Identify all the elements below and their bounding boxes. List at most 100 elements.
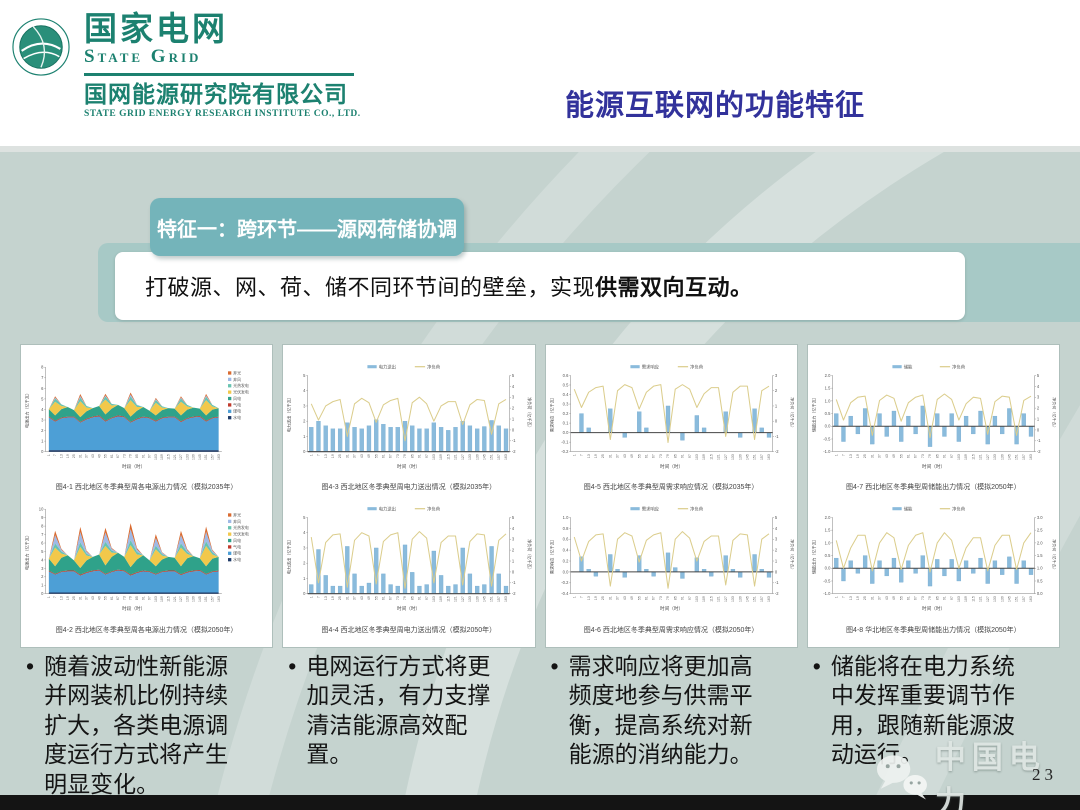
svg-text:0.0: 0.0 xyxy=(824,423,830,428)
bullet-text: 储能将在电力系统中发挥重要调节作用，跟随新能源波动运行。 xyxy=(830,653,1015,768)
logo-divider xyxy=(84,72,354,76)
svg-text:109: 109 xyxy=(964,454,968,460)
svg-text:109: 109 xyxy=(439,454,443,460)
svg-text:121: 121 xyxy=(978,596,982,602)
svg-text:净负荷: 净负荷 xyxy=(690,363,704,370)
svg-text:5: 5 xyxy=(303,515,306,520)
svg-text:127: 127 xyxy=(461,454,465,460)
svg-text:1.0: 1.0 xyxy=(824,398,830,403)
svg-text:61: 61 xyxy=(110,596,114,600)
svg-text:2: 2 xyxy=(512,548,515,553)
svg-text:0.5: 0.5 xyxy=(824,411,830,416)
svg-text:水电: 水电 xyxy=(233,557,241,562)
svg-text:151: 151 xyxy=(490,454,494,460)
svg-text:净负荷（亿千瓦）: 净负荷（亿千瓦） xyxy=(527,397,531,430)
svg-text:61: 61 xyxy=(382,596,386,600)
svg-text:1: 1 xyxy=(774,403,777,408)
svg-text:61: 61 xyxy=(644,596,648,600)
svg-text:5: 5 xyxy=(512,373,515,378)
bullet-text: 电网运行方式将更加灵活，有力支撑清洁能源高效配置。 xyxy=(306,653,491,768)
chart-block: -0.4 -0.2 0.0 0.2 0.4 0.6 0.8 1.0 -2 -1 0 1 2 3 4 5 1 7 13… xyxy=(549,502,794,635)
svg-text:55: 55 xyxy=(899,596,903,600)
svg-text:1: 1 xyxy=(41,438,44,443)
bullet-text: 需求响应将更加高频度地参与供需平衡，提高系统对新能源的消纳能力。 xyxy=(568,653,753,768)
svg-text:储能出力（亿千瓦）: 储能出力（亿千瓦） xyxy=(811,537,817,574)
svg-text:85: 85 xyxy=(935,454,939,458)
svg-text:4: 4 xyxy=(303,388,306,393)
svg-text:19: 19 xyxy=(594,596,598,600)
svg-text:-1: -1 xyxy=(512,581,516,586)
svg-text:气电: 气电 xyxy=(233,402,241,407)
svg-text:1.0: 1.0 xyxy=(562,515,568,520)
svg-text:133: 133 xyxy=(468,454,472,460)
svg-text:净负荷（亿千瓦）: 净负荷（亿千瓦） xyxy=(1052,539,1056,572)
svg-text:0: 0 xyxy=(512,427,515,432)
svg-text:55: 55 xyxy=(375,454,379,458)
svg-text:67: 67 xyxy=(116,454,120,458)
svg-text:133: 133 xyxy=(185,596,189,602)
svg-text:需求响应（亿千瓦）: 需求响应（亿千瓦） xyxy=(549,537,555,574)
svg-text:7: 7 xyxy=(41,532,44,537)
svg-text:25: 25 xyxy=(338,454,342,458)
svg-text:85: 85 xyxy=(411,454,415,458)
svg-text:13: 13 xyxy=(60,596,64,600)
svg-text:43: 43 xyxy=(360,454,364,458)
svg-text:光伏发电: 光伏发电 xyxy=(233,532,249,537)
bullet-item-grid: • 电网运行方式将更加灵活，有力支撑清洁能源高效配置。 xyxy=(282,652,535,795)
svg-text:67: 67 xyxy=(913,454,917,458)
page-title: 能源互联网的功能特征 xyxy=(565,90,866,122)
svg-text:0: 0 xyxy=(41,591,44,596)
bullet-item-source: • 随着波动性新能源并网装机比例持续扩大，各类电源调度运行方式将产生明显变化。 xyxy=(20,652,273,795)
svg-text:0.2: 0.2 xyxy=(562,411,568,416)
svg-text:115: 115 xyxy=(709,596,713,602)
svg-text:61: 61 xyxy=(906,454,910,458)
svg-text:-1: -1 xyxy=(512,438,516,443)
svg-text:91: 91 xyxy=(141,454,145,458)
svg-text:3: 3 xyxy=(303,403,306,408)
svg-text:115: 115 xyxy=(447,596,451,602)
svg-text:2: 2 xyxy=(303,418,306,423)
svg-text:3: 3 xyxy=(41,417,44,422)
svg-text:2: 2 xyxy=(303,561,306,566)
state-grid-logo: 国家电网 State Grid 国网能源研究院有限公司 STATE GRID E… xyxy=(12,11,361,119)
svg-text:9: 9 xyxy=(41,515,44,520)
svg-text:-0.5: -0.5 xyxy=(823,579,831,584)
svg-text:2: 2 xyxy=(1037,405,1040,410)
svg-text:79: 79 xyxy=(928,596,932,600)
svg-text:145: 145 xyxy=(745,454,749,460)
slide-body: 打破源、网、荷、储不同环节间的壁垒，实现 供需双向互动。 特征一：跨环节——源网荷… xyxy=(0,152,1080,795)
svg-text:31: 31 xyxy=(870,454,874,458)
svg-text:净负荷（亿千瓦）: 净负荷（亿千瓦） xyxy=(1052,397,1056,430)
svg-text:1: 1 xyxy=(1037,416,1040,421)
svg-text:49: 49 xyxy=(630,596,634,600)
svg-text:121: 121 xyxy=(173,596,177,602)
svg-text:3: 3 xyxy=(774,537,777,542)
svg-text:7: 7 xyxy=(53,596,57,598)
svg-text:163: 163 xyxy=(217,596,221,602)
svg-text:49: 49 xyxy=(892,454,896,458)
svg-text:85: 85 xyxy=(673,454,677,458)
svg-text:163: 163 xyxy=(217,454,221,460)
svg-text:-0.2: -0.2 xyxy=(561,449,569,454)
svg-text:2.0: 2.0 xyxy=(824,373,830,378)
svg-text:145: 145 xyxy=(483,454,487,460)
svg-text:145: 145 xyxy=(1007,454,1011,460)
svg-text:127: 127 xyxy=(179,454,183,460)
svg-text:55: 55 xyxy=(637,454,641,458)
svg-text:31: 31 xyxy=(78,596,82,600)
svg-text:163: 163 xyxy=(1029,454,1033,460)
svg-text:0.1: 0.1 xyxy=(562,420,568,425)
svg-text:净负荷: 净负荷 xyxy=(952,506,966,513)
svg-text:115: 115 xyxy=(166,454,170,460)
svg-text:时间（时）: 时间（时） xyxy=(660,463,683,470)
svg-text:5: 5 xyxy=(774,515,777,520)
svg-text:净负荷（亿千瓦）: 净负荷（亿千瓦） xyxy=(527,539,531,572)
svg-text:1: 1 xyxy=(47,596,51,598)
svg-text:13: 13 xyxy=(60,454,64,458)
svg-text:净负荷（亿千瓦）: 净负荷（亿千瓦） xyxy=(790,397,794,430)
svg-text:1: 1 xyxy=(834,596,838,598)
svg-text:31: 31 xyxy=(346,454,350,458)
svg-text:97: 97 xyxy=(687,596,691,600)
svg-text:13: 13 xyxy=(324,454,328,458)
